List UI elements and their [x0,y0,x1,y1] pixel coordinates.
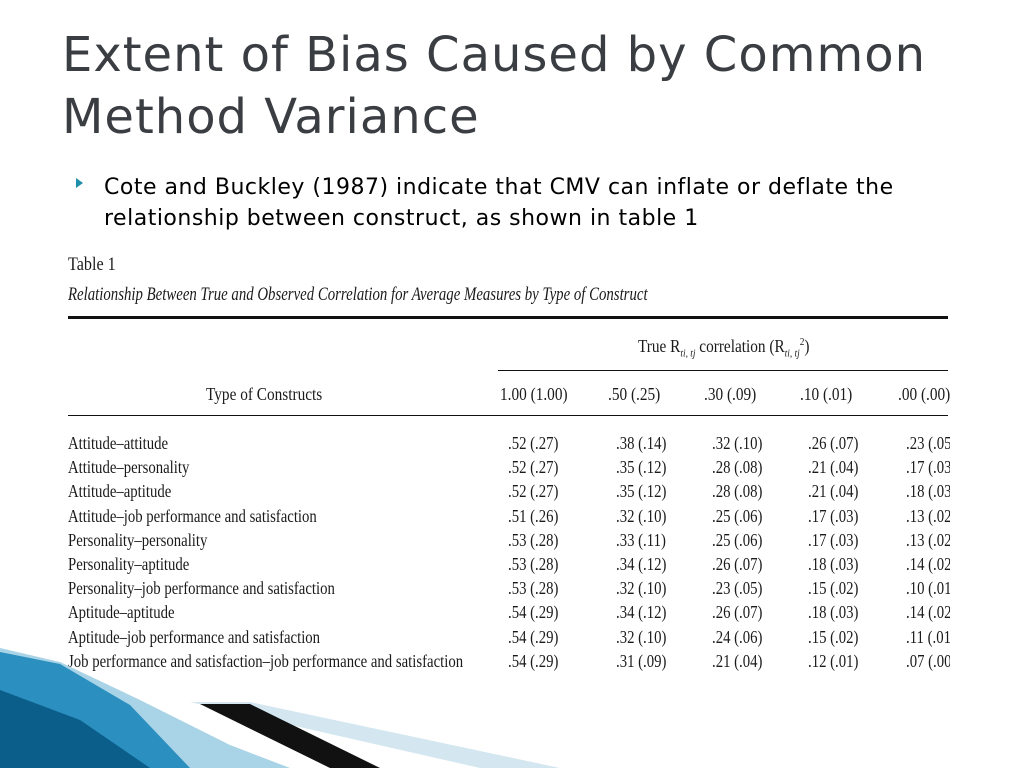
true-correlation-header: True Rti, tj correlation (Rti, tj2) [638,336,810,360]
type-column-header: Type of Constructs [206,384,323,404]
value-cell: .25 (.06) [712,505,763,526]
value-cell: .52 (.27) [508,457,559,478]
value-cell: .21 (.04) [712,650,763,671]
value-cell: .52 (.27) [508,481,559,502]
value-cell: .54 (.29) [508,602,559,623]
table-row: Attitude–aptitude .52 (.27) .35 (.12) .28 (… [68,480,950,504]
table-caption: Relationship Between True and Observed C… [68,284,648,305]
value-cell: .32 (.10) [616,626,667,647]
column-headers: 1.00 (1.00) .50 (.25) .30 (.09) .10 (.01) .0… [68,384,950,408]
value-cell: .28 (.08) [712,481,763,502]
construct-type-cell: Attitude–aptitude [68,481,172,502]
value-cell: .33 (.11) [616,529,666,550]
table-row: Aptitude–job performance and satisfactio… [68,626,950,650]
column-header: .30 (.09) [704,384,757,404]
value-cell: .11 (.01) [906,626,950,647]
table-row: Attitude–job performance and satisfactio… [68,505,950,529]
construct-type-cell: Attitude–attitude [68,433,169,453]
header-rule [68,415,948,416]
table-image: Table 1 Relationship Between True and Ob… [68,252,950,704]
construct-type-cell: Aptitude–job performance and satisfactio… [68,626,321,647]
value-cell: .26 (.07) [712,553,763,574]
column-group-rule [498,370,948,371]
value-cell: .31 (.09) [616,650,667,671]
table-top-rule [68,316,948,319]
value-cell: .21 (.04) [808,481,859,502]
value-cell: .26 (.07) [712,602,763,623]
value-cell: .35 (.12) [616,481,667,502]
table-row: Job performance and satisfaction–job per… [68,650,950,674]
value-cell: .35 (.12) [616,457,667,478]
value-cell: .32 (.10) [616,578,667,599]
value-cell: .53 (.28) [508,553,559,574]
value-cell: .23 (.05) [906,433,950,453]
decor-light-streak [190,702,560,768]
value-cell: .28 (.08) [712,457,763,478]
table-row: Attitude–personality .52 (.27) .35 (.12) .2… [68,456,950,480]
value-cell: .34 (.12) [616,602,667,623]
construct-type-cell: Job performance and satisfaction–job per… [68,650,464,671]
value-cell: .25 (.06) [712,529,763,550]
value-cell: .18 (.03) [808,553,859,574]
value-cell: .54 (.29) [508,626,559,647]
value-cell: .12 (.01) [808,650,859,671]
column-header: .50 (.25) [608,384,661,404]
value-cell: .38 (.14) [616,433,667,453]
value-cell: .14 (.02) [906,602,950,623]
construct-type-cell: Attitude–job performance and satisfactio… [68,505,317,526]
value-cell: .51 (.26) [508,505,559,526]
construct-type-cell: Attitude–personality [68,457,190,478]
construct-type-cell: Personality–personality [68,529,208,550]
value-cell: .53 (.28) [508,578,559,599]
value-cell: .21 (.04) [808,457,859,478]
value-cell: .32 (.10) [616,505,667,526]
value-cell: .10 (.01) [906,578,950,599]
value-cell: .18 (.03) [808,602,859,623]
value-cell: .15 (.02) [808,578,859,599]
table-body: Attitude–attitude .52 (.27) .38 (.14) .32 (… [68,432,950,674]
value-cell: .54 (.29) [508,650,559,671]
value-cell: .14 (.02) [906,553,950,574]
table-label: Table 1 [68,254,116,275]
value-cell: .18 (.03) [906,481,950,502]
column-header: .00 (.00) [898,384,950,404]
value-cell: .13 (.02) [906,529,950,550]
value-cell: .15 (.02) [808,626,859,647]
column-header: .10 (.01) [800,384,853,404]
slide-title: Extent of Bias Caused by Common Method V… [62,27,926,145]
table-row: Attitude–attitude .52 (.27) .38 (.14) .32 (… [68,432,950,456]
value-cell: .17 (.03) [808,505,859,526]
value-cell: .17 (.03) [808,529,859,550]
table-row: Aptitude–aptitude .54 (.29) .34 (.12) .26 (… [68,601,950,625]
construct-type-cell: Aptitude–aptitude [68,602,175,623]
decor-dark-streak [200,704,380,768]
bullet-text: Cote and Buckley (1987) indicate that CM… [104,175,894,231]
value-cell: .17 (.03) [906,457,950,478]
table-row: Personality–job performance and satisfac… [68,577,950,601]
value-cell: .26 (.07) [808,433,859,453]
bullet-arrow-icon [76,178,83,188]
value-cell: .53 (.28) [508,529,559,550]
value-cell: .23 (.05) [712,578,763,599]
column-header: 1.00 (1.00) [500,384,568,404]
construct-type-cell: Personality–aptitude [68,553,190,574]
value-cell: .13 (.02) [906,505,950,526]
table-row: Personality–personality .53 (.28) .33 (.11… [68,529,950,553]
table-row: Personality–aptitude .53 (.28) .34 (.12) .2… [68,553,950,577]
value-cell: .52 (.27) [508,433,559,453]
value-cell: .24 (.06) [712,626,763,647]
value-cell: .07 (.00) [906,650,950,671]
construct-type-cell: Personality–job performance and satisfac… [68,578,335,599]
value-cell: .32 (.10) [712,433,763,453]
value-cell: .34 (.12) [616,553,667,574]
